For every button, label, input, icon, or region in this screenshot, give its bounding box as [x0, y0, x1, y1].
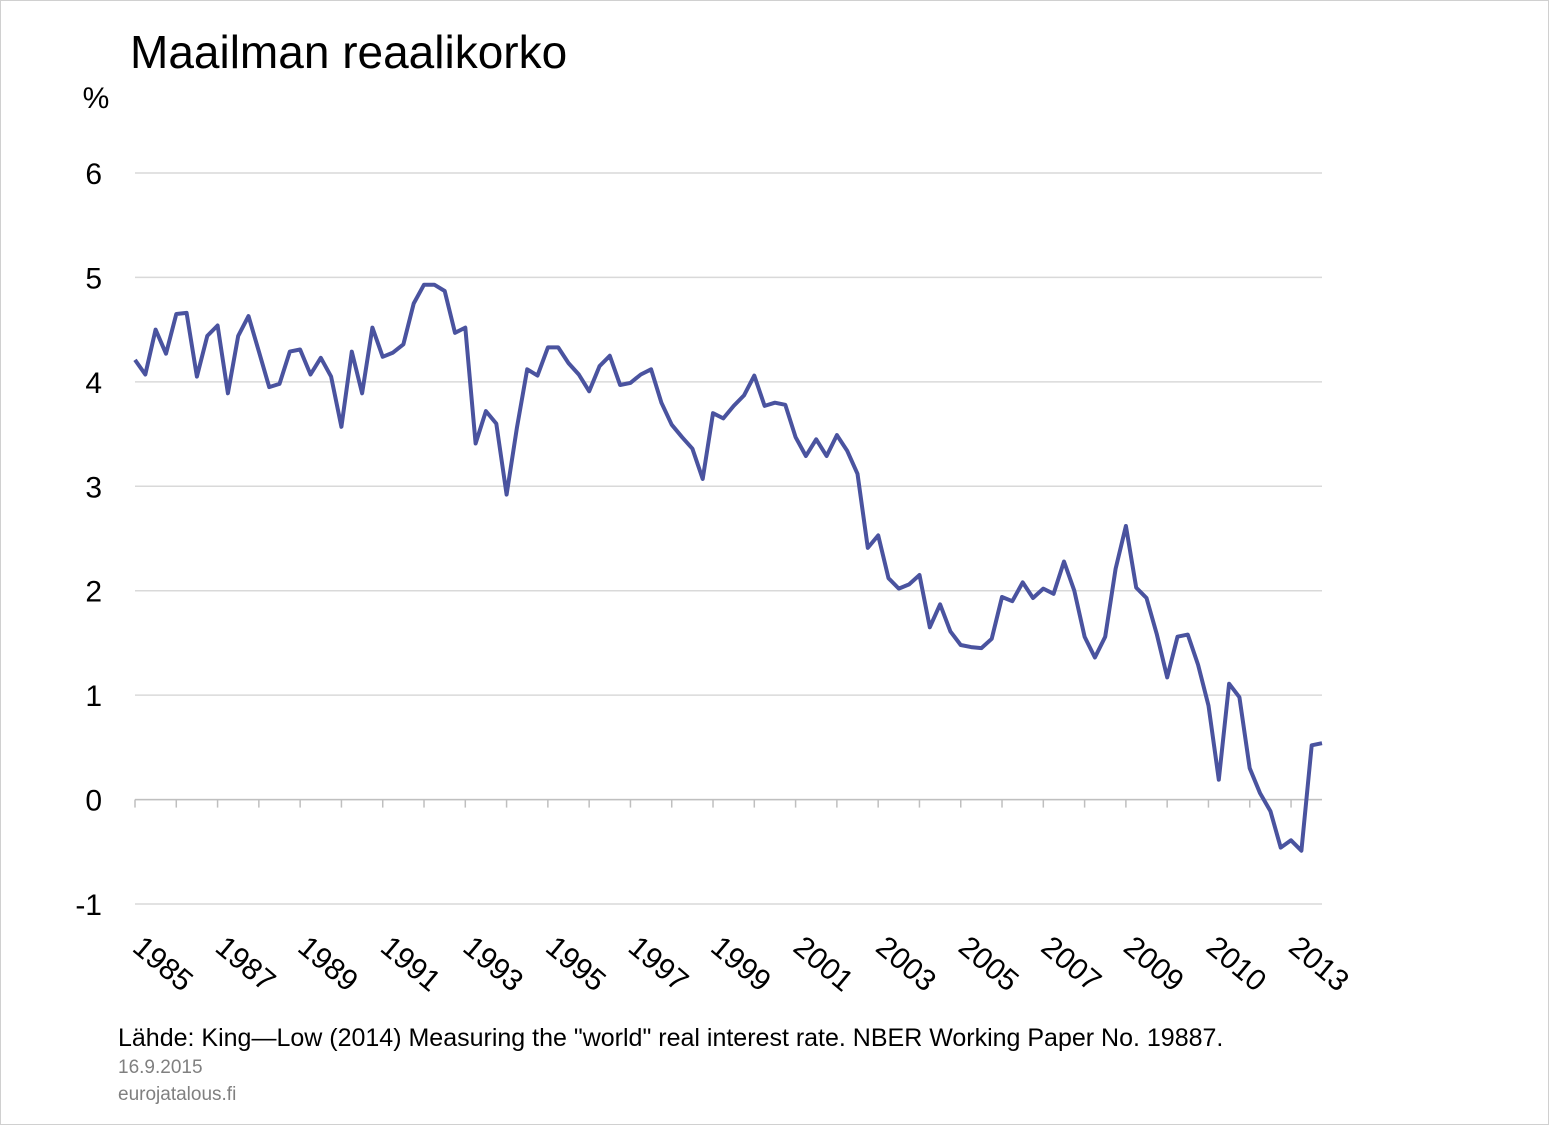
chart-title: Maailman reaalikorko — [130, 26, 567, 78]
y-tick-label: 5 — [85, 262, 102, 295]
site: eurojatalous.fi — [118, 1084, 236, 1105]
y-tick-label: -1 — [75, 889, 102, 922]
y-tick-label: 3 — [85, 471, 102, 504]
y-tick-label: 0 — [85, 785, 102, 818]
y-tick-label: 4 — [85, 367, 102, 400]
y-tick-label: 6 — [85, 158, 102, 191]
y-tick-label: 1 — [85, 680, 102, 713]
y-tick-label: 2 — [85, 576, 102, 609]
date: 16.9.2015 — [118, 1057, 203, 1078]
source: Lähde: King—Low (2014) Measuring the "wo… — [118, 1024, 1223, 1052]
y-axis-label: % — [83, 82, 110, 115]
data-line — [133, 282, 1323, 853]
